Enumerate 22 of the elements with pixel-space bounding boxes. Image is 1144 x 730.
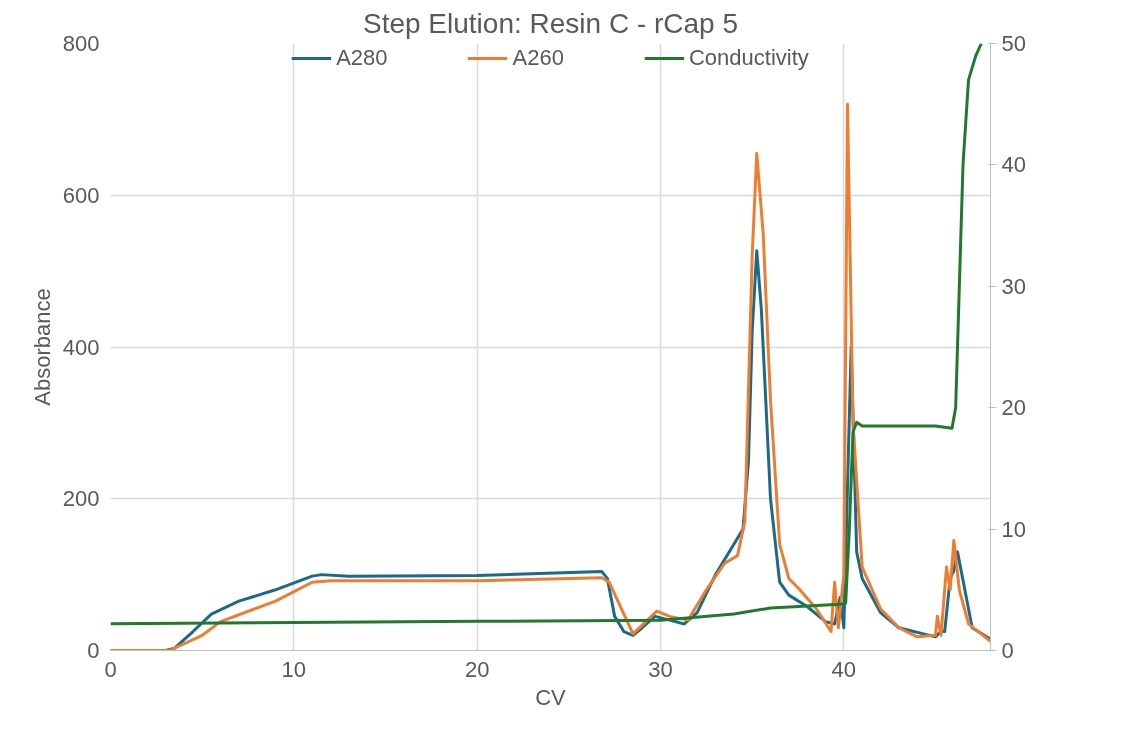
y2-tick-label: 10 (1001, 516, 1026, 542)
y2-tick-label: 0 (1001, 638, 1014, 663)
y2-tick-label: 20 (1001, 395, 1026, 421)
y-axis-title: Absorbance (29, 288, 55, 406)
x-axis-title: CV (535, 684, 567, 710)
y-tick-label: 200 (62, 486, 100, 512)
y2-tick-label: 30 (1001, 273, 1026, 299)
y2-tick-label: 40 (1001, 152, 1026, 178)
x-tick-label: 40 (831, 656, 857, 682)
legend-label: Conductivity (688, 45, 809, 71)
x-tick-label: 0 (104, 656, 117, 682)
chart-title: Step Elution: Resin C - rCap 5 (362, 7, 739, 39)
legend-label: A260 (512, 45, 564, 71)
x-tick-label: 20 (464, 656, 490, 682)
y-tick-label: 800 (62, 31, 100, 56)
y2-tick-label: 50 (1001, 31, 1026, 56)
legend-label: A280 (336, 45, 388, 71)
y-tick-label: 400 (62, 334, 100, 360)
y-tick-label: 0 (87, 638, 100, 663)
x-tick-label: 30 (648, 656, 673, 682)
x-tick-label: 10 (281, 656, 307, 682)
y-tick-label: 600 (62, 182, 100, 208)
